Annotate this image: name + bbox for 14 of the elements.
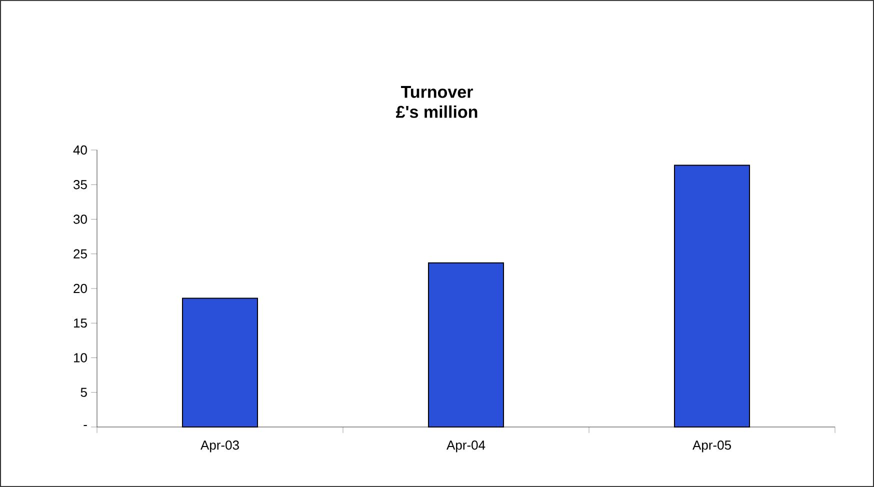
y-tick-label: - [84, 425, 87, 426]
y-tick-label: 20 [74, 284, 87, 294]
x-tick-label: Apr-03 [200, 440, 239, 452]
y-tick-label: 35 [74, 180, 87, 190]
y-tick-label: 30 [74, 214, 87, 224]
y-tick-label: 10 [74, 353, 87, 362]
x-tick-label: Apr-04 [446, 440, 486, 452]
x-tick-label: Apr-05 [692, 440, 731, 452]
y-tick-label: 5 [80, 388, 87, 397]
y-tick-label: 25 [74, 249, 87, 258]
chart-title: Turnover [400, 86, 473, 98]
chart-subtitle: £'s million [396, 105, 478, 118]
y-tick-label: 40 [73, 145, 87, 155]
y-tick-label: 15 [74, 318, 87, 328]
